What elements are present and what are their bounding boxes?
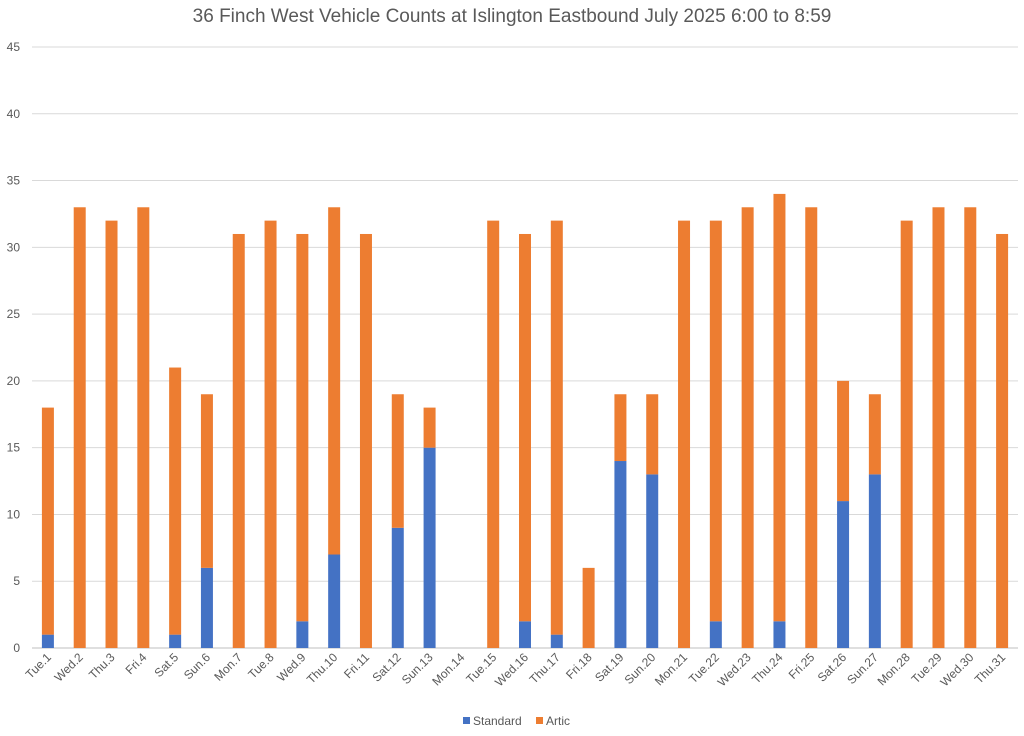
legend-label-artic: Artic [546,714,570,728]
bar-artic [137,207,150,648]
bar-standard [200,567,213,648]
bar-artic [837,380,850,502]
bar-artic [359,233,372,648]
bar-artic [487,220,500,648]
x-tick-label: Tue.8 [245,650,277,682]
bar-artic [868,394,881,475]
y-tick-label: 10 [7,507,21,521]
y-tick-label: 25 [7,307,21,321]
bar-artic [964,207,977,648]
bar-standard [709,621,722,648]
legend-swatch-artic [536,717,543,724]
bar-artic [582,567,595,648]
x-tick-label: Mon.14 [429,650,467,688]
legend-swatch-standard [463,717,470,724]
x-tick-label: Fri.4 [123,650,150,677]
x-tick-label: Fri.11 [341,650,372,681]
bar-artic [709,220,722,622]
x-tick-label: Sun.13 [399,650,436,687]
bar-artic [996,233,1009,648]
x-tick-label: Mon.28 [875,650,913,688]
bar-artic [646,394,659,475]
bar-standard [550,634,563,648]
x-tick-label: Mon.21 [652,650,690,688]
bar-artic [169,367,182,635]
x-tick-label: Thu.10 [304,650,341,687]
bar-standard [296,621,309,648]
x-tick-label: Sat.26 [815,650,850,685]
y-tick-label: 15 [7,441,21,455]
y-tick-label: 45 [7,40,21,54]
bar-standard [614,461,627,648]
bar-artic [391,394,404,528]
x-tick-label: Thu.17 [527,650,564,687]
x-tick-label: Sat.19 [592,650,627,685]
x-tick-label: Tue.1 [23,650,55,682]
bar-artic [678,220,691,648]
bar-artic [773,193,786,622]
bar-artic [264,220,277,648]
bar-artic [932,207,945,648]
y-tick-label: 20 [7,374,21,388]
x-tick-label: Fri.18 [563,650,595,682]
bar-artic [805,207,818,648]
bar-artic [423,407,436,448]
bar-artic [328,207,341,555]
bar-standard [391,527,404,648]
bar-artic [296,233,309,622]
y-tick-label: 0 [13,641,20,655]
x-tick-label: Sun.27 [844,650,881,687]
bar-standard [328,554,341,648]
x-tick-label: Thu.3 [86,650,118,682]
bar-standard [169,634,182,648]
x-tick-label: Thu.24 [749,650,786,687]
x-tick-label: Sun.20 [622,650,659,687]
chart-title: 36 Finch West Vehicle Counts at Islingto… [192,6,832,27]
x-tick-label: Sat.12 [369,650,404,685]
y-tick-label: 30 [7,240,21,254]
bar-artic [232,233,245,648]
bar-artic [105,220,118,648]
bar-standard [423,447,436,648]
x-tick-label: Thu.31 [972,650,1009,687]
bar-standard [41,634,54,648]
bars [41,193,1009,648]
x-tick-label: Fri.25 [786,650,818,682]
bar-standard [868,474,881,648]
x-tick-label: Wed.9 [274,650,309,685]
y-axis-ticks: 0 5 10 15 20 25 30 35 40 45 [7,40,21,655]
bar-artic [741,207,754,648]
bar-standard [773,621,786,648]
bar-artic [200,394,213,568]
bar-standard [837,501,850,648]
x-tick-label: Wed.30 [937,650,976,689]
x-tick-label: Wed.2 [52,650,87,685]
legend: Standard Artic [463,714,570,728]
bar-artic [519,233,531,622]
y-tick-label: 40 [7,107,21,121]
x-tick-label: Wed.16 [492,650,531,689]
bar-standard [646,474,659,648]
bar-artic [41,407,54,635]
bar-artic [900,220,913,648]
y-tick-label: 35 [7,174,21,188]
y-tick-label: 5 [13,574,20,588]
x-tick-label: Mon.7 [211,650,245,684]
bar-artic [614,394,627,462]
bar-artic [550,220,563,635]
x-tick-label: Wed.23 [715,650,754,689]
bar-standard [519,621,531,648]
x-tick-label: Sun.6 [181,650,213,682]
legend-label-standard: Standard [473,714,522,728]
x-tick-label: Sat.5 [152,650,182,680]
bar-artic [73,207,86,648]
